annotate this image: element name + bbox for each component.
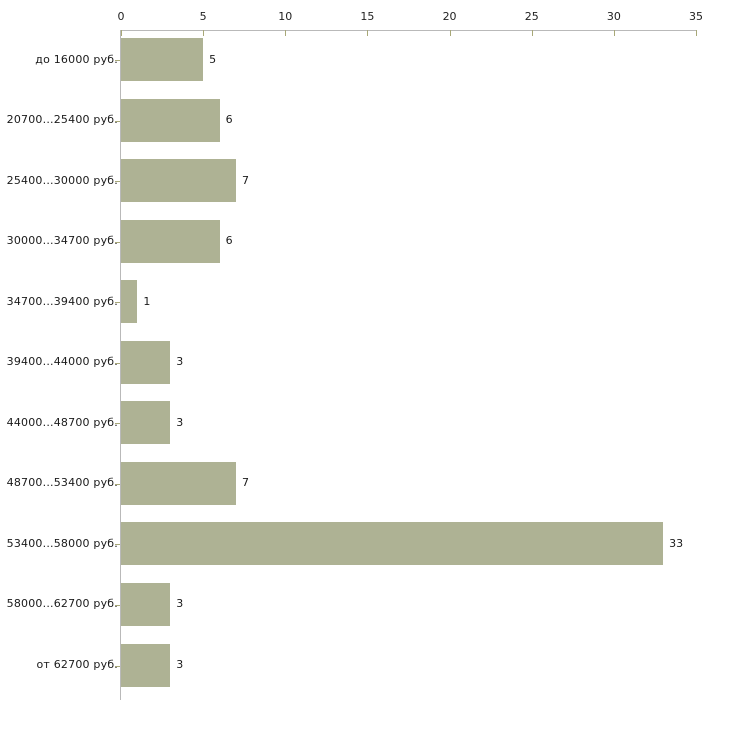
y-axis-line [120, 30, 121, 700]
bar-value-label: 3 [176, 355, 184, 369]
category-tick [115, 362, 120, 364]
category-tick [115, 544, 120, 546]
bar-row: 39400...44000 руб. 3 [0, 340, 730, 384]
bar-value-label: 1 [143, 294, 151, 308]
category-label: 44000...48700 руб. [6, 415, 118, 429]
category-label: до 16000 руб. [35, 52, 118, 66]
category-tick [115, 423, 120, 425]
bar[interactable] [121, 461, 236, 505]
bar-row: от 62700 руб. 3 [0, 643, 730, 687]
x-axis-tick [367, 30, 369, 36]
bar[interactable] [121, 280, 138, 324]
x-axis-tick-label: 25 [524, 10, 539, 23]
bar[interactable] [121, 582, 171, 626]
bar-value-label: 33 [669, 536, 684, 550]
bar-row: 20700...25400 руб. 6 [0, 98, 730, 142]
bar-row: 25400...30000 руб. 7 [0, 159, 730, 203]
category-tick [115, 181, 120, 183]
bar-row: 53400...58000 руб. 33 [0, 522, 730, 566]
bar-value-label: 6 [225, 113, 233, 127]
x-axis-tick-label: 20 [442, 10, 457, 23]
category-tick [115, 60, 120, 61]
x-axis-tick [203, 30, 205, 36]
bar-value-label: 7 [242, 173, 249, 187]
bar-row: 44000...48700 руб. 3 [0, 401, 730, 445]
bar-value-label: 6 [225, 234, 233, 248]
category-tick [115, 483, 120, 485]
x-axis-tick [613, 30, 615, 36]
bar[interactable] [121, 159, 236, 203]
category-label: 39400...44000 руб. [6, 355, 118, 369]
x-axis-tick [121, 30, 122, 36]
bar[interactable] [121, 219, 220, 263]
category-label: 25400...30000 руб. [6, 173, 118, 187]
x-axis-tick-label: 0 [117, 10, 125, 23]
x-axis-tick [285, 30, 287, 36]
bar-row: 58000...62700 руб. 3 [0, 582, 730, 626]
x-axis-tick-label: 35 [689, 10, 703, 23]
x-axis-tick [449, 30, 451, 36]
category-label: 34700...39400 руб. [6, 294, 118, 308]
bar[interactable] [121, 401, 171, 445]
bar[interactable] [121, 98, 220, 142]
bar[interactable] [121, 340, 171, 384]
category-tick [115, 302, 120, 304]
x-axis-tick [696, 30, 697, 36]
x-axis-tick-label: 5 [199, 10, 207, 23]
x-axis-tick-label: 10 [278, 10, 293, 23]
bar-value-label: 5 [209, 52, 217, 66]
category-tick [115, 241, 120, 243]
category-label: от 62700 руб. [36, 658, 118, 671]
x-axis-line [121, 30, 696, 31]
bar-value-label: 3 [176, 597, 184, 611]
category-label: 53400...58000 руб. [6, 536, 118, 550]
bar[interactable] [121, 643, 171, 687]
bar-row: до 16000 руб. 5 [0, 38, 730, 81]
bar[interactable] [121, 522, 664, 566]
category-label: 48700...53400 руб. [6, 476, 118, 490]
bar-row: 34700...39400 руб. 1 [0, 280, 730, 324]
category-tick [115, 120, 120, 122]
bar-row: 48700...53400 руб. 7 [0, 461, 730, 505]
x-axis-tick-label: 15 [360, 10, 375, 23]
x-axis-tick [531, 30, 533, 36]
bar-value-label: 3 [176, 415, 184, 429]
category-label: 58000...62700 руб. [6, 597, 118, 611]
x-axis-tick-label: 30 [606, 10, 621, 23]
category-tick [115, 604, 120, 606]
bar[interactable] [121, 38, 204, 81]
category-tick [115, 665, 120, 667]
category-label: 30000...34700 руб. [6, 234, 118, 248]
bar-row: 30000...34700 руб. 6 [0, 219, 730, 263]
category-label: 20700...25400 руб. [6, 113, 118, 127]
bar-value-label: 7 [242, 476, 249, 490]
bar-value-label: 3 [176, 658, 184, 671]
